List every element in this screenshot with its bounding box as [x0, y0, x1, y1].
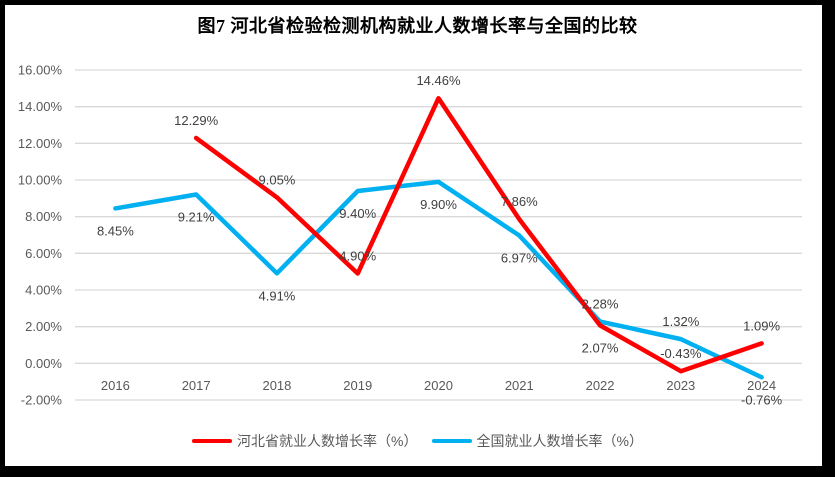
legend: 河北省就业人数增长率（%） 全国就业人数增长率（%） [0, 431, 835, 451]
national-data-label: 4.91% [259, 288, 296, 303]
hebei-data-label: 14.46% [416, 73, 461, 88]
hebei-data-label: 9.05% [259, 172, 296, 187]
legend-item-hebei: 河北省就业人数增长率（%） [192, 431, 418, 451]
national-legend-label: 全国就业人数增长率（%） [476, 433, 643, 449]
hebei-data-label: 7.86% [501, 194, 538, 209]
x-axis-category-label: 2024 [747, 378, 776, 393]
national-data-label: 9.40% [339, 206, 376, 221]
hebei-legend-label: 河北省就业人数增长率（%） [237, 433, 418, 449]
hebei-data-label: 1.09% [743, 318, 780, 333]
y-axis-tick-label: 12.00% [18, 136, 63, 151]
national-data-label: 9.21% [178, 209, 215, 224]
national-data-label: 8.45% [97, 223, 134, 238]
x-axis-category-label: 2022 [586, 378, 615, 393]
national-data-label: 9.90% [420, 197, 457, 212]
y-axis-tick-label: 6.00% [25, 246, 62, 261]
y-axis-tick-label: 8.00% [25, 209, 62, 224]
x-axis-category-label: 2018 [262, 378, 291, 393]
x-axis-category-label: 2016 [101, 378, 130, 393]
y-axis-tick-label: 4.00% [25, 283, 62, 298]
national-data-label: -0.76% [741, 392, 783, 407]
hebei-data-label: 12.29% [174, 113, 219, 128]
x-axis-category-label: 2019 [343, 378, 372, 393]
national-data-label: 1.32% [662, 314, 699, 329]
x-axis-category-label: 2020 [424, 378, 453, 393]
x-axis-category-label: 2017 [182, 378, 211, 393]
hebei-legend-line-swatch [192, 438, 233, 444]
x-axis-category-label: 2023 [666, 378, 695, 393]
national-series-line [113, 179, 764, 380]
y-axis-tick-label: 14.00% [18, 99, 63, 114]
y-axis-tick-label: 16.00% [18, 63, 63, 78]
national-data-label: 2.28% [582, 297, 619, 312]
national-legend-line-swatch [431, 438, 472, 444]
national-data-label: 6.97% [501, 251, 538, 266]
chart-title: 图7 河北省检验检测机构就业人数增长率与全国的比较 [197, 16, 638, 36]
hebei-data-label: -0.43% [660, 346, 702, 361]
hebei-data-label: 4.90% [339, 249, 376, 264]
legend-item-national: 全国就业人数增长率（%） [431, 431, 643, 451]
y-axis-tick-label: -2.00% [21, 393, 63, 408]
y-axis-tick-label: 10.00% [18, 173, 63, 188]
y-axis-tick-label: 2.00% [25, 319, 62, 334]
hebei-data-label: 2.07% [582, 340, 619, 355]
x-axis-category-label: 2021 [505, 378, 534, 393]
y-axis-tick-label: 0.00% [25, 356, 62, 371]
hebei-series-line [193, 95, 764, 374]
